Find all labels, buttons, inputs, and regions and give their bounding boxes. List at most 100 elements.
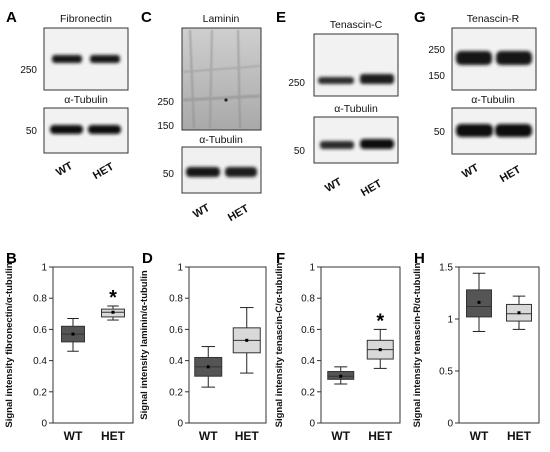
blot-c-mw-50: 50 — [163, 169, 175, 180]
plot-frame — [188, 266, 267, 424]
significance-star: * — [109, 287, 117, 309]
panel-letter-g: G — [414, 9, 426, 26]
blot-g-het-tubulin-band — [495, 124, 532, 137]
y-axis-label: Signal intensity fibronectin/α-tubulin — [4, 262, 15, 427]
box-wt — [194, 346, 223, 388]
blot-a-wt-band — [52, 55, 82, 63]
chart-panel-h: H 0 0.5 1 1.5 Signal intensity tenascin-R/α-t… — [412, 250, 540, 443]
category-label-het: HET — [368, 429, 393, 443]
y-tick-label: 0.6 — [33, 325, 47, 336]
blot-c-tubulin-label: α-Tubulin — [199, 134, 243, 146]
y-tick-label: 0 — [41, 419, 47, 430]
blot-c-mw-250: 250 — [157, 97, 174, 108]
y-tick-label: 0.6 — [169, 325, 183, 336]
mean-marker — [477, 300, 481, 304]
blot-g-target-label: Tenascin-R — [467, 13, 520, 25]
box-het — [366, 328, 394, 369]
blot-a-target-label: Fibronectin — [60, 13, 112, 25]
y-axis-label: Signal intensity laminin/α-tubulin — [139, 270, 150, 420]
panel-letter-h: H — [414, 250, 425, 267]
blot-a-lane-het: HET — [91, 161, 116, 183]
y-tick-label: 0 — [447, 419, 453, 430]
blot-panel-e: E Tenascin-C 250 α-Tubulin 50 WT HET — [276, 9, 399, 200]
panel-letter-b: B — [6, 250, 17, 267]
y-tick-label: 0.2 — [169, 387, 183, 398]
y-tick-label: 1 — [41, 263, 47, 274]
box-wt — [466, 272, 492, 332]
blot-g-mw-250: 250 — [428, 45, 445, 56]
plot-frame — [458, 266, 540, 424]
blot-a-tubulin-label: α-Tubulin — [64, 94, 108, 106]
mean-marker — [111, 310, 115, 314]
blot-e-mw-250: 250 — [288, 78, 305, 89]
blot-panel-a: A Fibronectin 250 α-Tubulin 50 WT HET — [6, 9, 129, 183]
y-axis-label: Signal intensity tenascin-C/α-tubulin — [274, 262, 285, 427]
panel-letter-d: D — [142, 250, 153, 267]
blot-a-lane-wt: WT — [54, 160, 75, 179]
y-tick-label: 0.4 — [169, 356, 183, 367]
mean-marker — [378, 348, 382, 352]
box-wt — [61, 317, 85, 352]
box-wt — [327, 366, 355, 385]
blot-g-lane-het: HET — [498, 164, 523, 186]
y-tick-label: 0.4 — [301, 356, 315, 367]
mean-marker — [517, 311, 521, 315]
y-tick-label: 1 — [177, 263, 183, 274]
blot-c-mw-150: 150 — [157, 121, 174, 132]
blot-g-het-band — [496, 51, 532, 65]
blot-g-tubulin-label: α-Tubulin — [471, 94, 515, 106]
box-het — [232, 307, 261, 374]
blot-g-lane-wt: WT — [460, 162, 481, 181]
chart-panel-f: F 0 0.2 0.4 0.6 0.8 1 Signal intensity tenascin… — [274, 250, 401, 443]
mean-marker — [206, 365, 210, 369]
y-axis-label: Signal intensity tenascin-R/α-tubulin — [412, 262, 423, 427]
blot-g-mw-50: 50 — [434, 127, 446, 138]
chart-panel-d: D 0 0.2 0.4 0.6 0.8 1 Signal intensity laminin/… — [139, 250, 267, 443]
blot-e-target-label: Tenascin-C — [330, 19, 383, 31]
blot-g-mw-150: 150 — [428, 71, 445, 82]
blot-c-target-label: Laminin — [203, 13, 240, 25]
category-label-het: HET — [101, 429, 126, 443]
panel-letter-f: F — [276, 250, 285, 267]
mean-marker — [245, 338, 249, 342]
y-tick-label: 0.2 — [301, 387, 315, 398]
mean-marker — [71, 332, 75, 336]
chart-panel-b: B 0 0.2 0.4 0.6 0.8 1 Signal intensity fibronec… — [4, 250, 134, 443]
blot-e-target-membrane — [313, 33, 399, 97]
blot-e-het-tubulin-band — [360, 139, 394, 149]
significance-star: * — [376, 310, 384, 332]
y-tick-label: 1 — [447, 315, 453, 326]
blot-c-speck — [224, 98, 228, 102]
y-tick-label: 0.4 — [33, 356, 47, 367]
blot-e-lane-wt: WT — [323, 176, 344, 195]
blot-e-wt-band — [318, 77, 354, 84]
y-tick-label: 1 — [309, 263, 315, 274]
blot-c-target-membrane — [181, 27, 262, 131]
plot-frame — [52, 266, 134, 424]
blot-c-smear — [182, 29, 261, 129]
y-tick-label: 0 — [309, 419, 315, 430]
blot-e-lane-het: HET — [359, 178, 384, 200]
category-label-wt: WT — [199, 429, 218, 443]
y-tick-label: 1.5 — [439, 263, 453, 274]
panel-letter-e: E — [276, 9, 286, 26]
blot-e-mw-50: 50 — [294, 146, 306, 157]
blot-g-wt-band — [456, 51, 492, 65]
blot-c-lane-het: HET — [226, 203, 251, 225]
panel-letter-a: A — [6, 9, 17, 26]
blot-c-lane-wt: WT — [191, 202, 212, 221]
y-tick-label: 0.2 — [33, 387, 47, 398]
blot-a-het-band — [90, 55, 120, 63]
charts-layer: B 0 0.2 0.4 0.6 0.8 1 Signal intensity fibronec… — [4, 250, 540, 443]
blot-g-wt-tubulin-band — [456, 124, 493, 137]
mean-marker — [339, 374, 343, 378]
y-tick-label: 0.5 — [439, 367, 453, 378]
blot-e-het-band — [360, 74, 394, 84]
category-label-wt: WT — [64, 429, 83, 443]
category-label-wt: WT — [470, 429, 489, 443]
blot-c-het-tubulin-band — [225, 167, 257, 177]
blot-panel-c: C Laminin 250 150 α-Tubulin 50 WT HET — [141, 9, 262, 225]
box-het — [101, 305, 125, 321]
blot-panel-g: G Tenascin-R 250 150 α-Tubulin 50 WT HET — [414, 9, 537, 186]
